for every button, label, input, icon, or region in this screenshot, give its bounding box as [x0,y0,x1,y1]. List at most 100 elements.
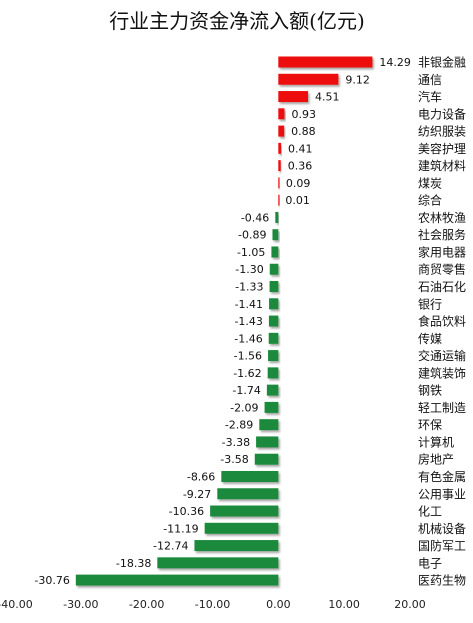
category-label: 建筑材料 [418,158,466,173]
value-label: -0.46 [241,211,269,224]
value-label: -1.41 [235,298,263,311]
bar-医药生物 [75,574,279,586]
x-tick-label: 10.00 [328,598,360,611]
value-label: -2.89 [225,419,253,432]
x-tick-label: 20.00 [394,598,426,611]
bar-纺织服装 [278,125,285,137]
bar-通信 [278,73,339,85]
value-label: -1.56 [234,350,262,363]
value-label: -1.05 [237,246,265,259]
value-label: -0.89 [238,229,266,242]
bar-电子 [157,557,279,569]
category-label: 房地产 [418,452,454,467]
bar-食品饮料 [268,315,279,327]
bar-美容护理 [278,142,282,154]
value-label: -3.58 [220,453,248,466]
value-label: 0.41 [288,142,313,155]
category-label: 汽车 [418,89,442,104]
bar-机械设备 [204,522,279,534]
category-label: 计算机 [418,434,454,449]
value-label: -1.43 [234,315,262,328]
bar-轻工制造 [264,401,279,413]
category-label: 化工 [418,505,442,519]
category-label: 交通运输 [418,348,466,363]
bar-农林牧渔 [275,211,279,223]
category-label: 美容护理 [418,141,466,156]
category-label: 环保 [418,418,442,432]
value-label: -18.38 [116,557,151,570]
category-label: 家用电器 [418,244,466,259]
category-label: 国防军工 [418,538,466,553]
bar-环保 [259,419,279,431]
bar-非银金融 [278,56,373,68]
category-label: 非银金融 [418,55,466,70]
value-label: 0.93 [291,108,316,121]
value-label: -11.19 [163,522,198,535]
bar-银行 [269,298,279,310]
x-axis: -40.00 -30.00 -20.00 -10.00 0.00 10.00 20.00 [0,598,426,611]
value-label: -1.46 [234,332,262,345]
category-labels-group: 非银金融通信汽车电力设备纺织服装美容护理建筑材料煤炭综合农林牧渔社会服务家用电器… [418,55,466,588]
value-label: -1.30 [235,263,263,276]
x-tick-label: 0.00 [266,598,291,611]
category-label: 通信 [418,73,442,87]
category-label: 社会服务 [418,227,466,242]
value-label: 0.36 [288,160,313,173]
value-label: -2.09 [230,401,258,414]
value-label: -8.66 [187,470,215,483]
value-label: -1.33 [235,281,263,294]
bar-有色金属 [221,470,279,482]
category-label: 煤炭 [418,176,442,190]
bar-电力设备 [278,108,285,120]
category-label: 建筑装饰 [418,365,466,380]
category-label: 医药生物 [418,574,466,588]
bar-公用事业 [217,488,279,500]
value-label: 14.29 [379,56,411,69]
category-label: 食品饮料 [418,314,466,329]
bar-房地产 [254,453,279,465]
value-label: -3.38 [222,436,250,449]
bars-group [75,56,373,586]
bar-家用电器 [271,246,279,258]
bar-社会服务 [272,229,279,241]
category-label: 公用事业 [418,487,466,501]
category-label: 电子 [418,556,442,570]
bar-交通运输 [268,350,279,362]
category-label: 商贸零售 [418,262,466,277]
bar-石油石化 [269,281,279,293]
bar-钢铁 [266,384,279,396]
value-label: 4.51 [315,91,340,104]
category-label: 钢铁 [418,384,442,398]
category-label: 农林牧渔 [418,211,466,225]
category-label: 轻工制造 [418,401,466,415]
bar-商贸零售 [269,263,279,275]
chart-title: 行业主力资金净流入额(亿元) [109,9,365,33]
value-label: 0.88 [291,125,316,138]
category-label: 银行 [418,297,442,311]
value-label: 0.01 [285,194,310,207]
x-tick-label: -40.00 [0,598,33,611]
category-label: 有色金属 [418,469,466,484]
category-label: 石油石化 [418,280,466,294]
bar-国防军工 [194,540,279,552]
category-label: 纺织服装 [418,125,466,139]
category-label: 综合 [418,193,442,208]
bar-建筑材料 [278,160,281,172]
bar-建筑装饰 [267,367,279,379]
value-label: -10.36 [169,505,204,518]
x-tick-label: -20.00 [129,598,164,611]
category-label: 传媒 [418,331,442,346]
value-label: -12.74 [153,540,188,553]
x-tick-label: -30.00 [63,598,98,611]
value-label: -30.76 [34,574,69,587]
bar-汽车 [278,91,309,103]
value-labels-group: 14.29 9.12 4.51 0.93 0.88 0.41 0.36 0.09 0.01 -0.… [34,56,411,587]
bar-计算机 [256,436,279,448]
bar-传媒 [268,332,279,344]
value-label: -1.74 [232,384,260,397]
bar-化工 [210,505,279,517]
x-tick-label: -10.00 [195,598,230,611]
value-label: -9.27 [183,488,211,501]
bar-煤炭 [278,177,280,189]
